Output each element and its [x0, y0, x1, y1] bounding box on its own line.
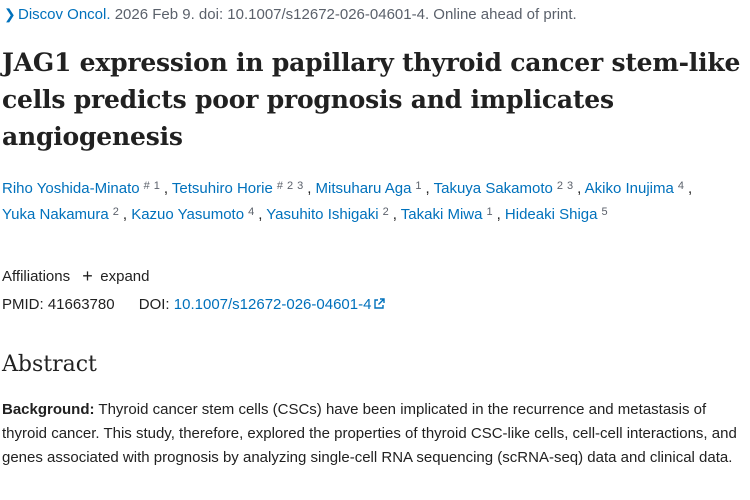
- author-affiliation-marks: 4: [248, 206, 258, 218]
- affiliation-number-link[interactable]: 2: [556, 180, 563, 192]
- abstract-background-paragraph: Background: Thyroid cancer stem cells (C…: [2, 398, 747, 470]
- author-name-link[interactable]: Mitsuharu Aga: [315, 180, 412, 197]
- author-name-link[interactable]: Kazuo Yasumoto: [131, 206, 245, 223]
- author-affiliation-marks: 1: [486, 206, 496, 218]
- affiliation-number-link[interactable]: 5: [601, 206, 608, 218]
- equal-contribution-mark: #: [276, 180, 283, 192]
- doi-link[interactable]: 10.1007/s12672-026-04601-4: [174, 296, 386, 313]
- affiliation-number-link[interactable]: 2: [286, 180, 294, 192]
- author-item: Takuya Sakamoto 2 3,: [434, 180, 582, 197]
- author-name-link[interactable]: Riho Yoshida-Minato: [2, 180, 140, 197]
- background-text: Thyroid cancer stem cells (CSCs) have be…: [2, 401, 737, 466]
- doi-value: 10.1007/s12672-026-04601-4: [173, 296, 372, 313]
- affiliations-label: Affiliations: [2, 268, 71, 285]
- author-item: Tetsuhiro Horie #2 3,: [172, 180, 311, 197]
- author-item: Hideaki Shiga 5: [505, 206, 612, 223]
- author-name-link[interactable]: Yasuhito Ishigaki: [266, 206, 379, 223]
- author-affiliation-marks: #1: [144, 180, 164, 192]
- author-name-link[interactable]: Yuka Nakamura: [2, 206, 109, 223]
- author-item: Kazuo Yasumoto 4,: [131, 206, 262, 223]
- author-item: Mitsuharu Aga 1,: [316, 180, 430, 197]
- author-separator: ,: [258, 206, 263, 223]
- author-affiliation-marks: 2: [113, 206, 123, 218]
- doi-label: DOI:: [138, 296, 170, 313]
- author-separator: ,: [307, 180, 312, 197]
- article-title: JAG1 expression in papillary thyroid can…: [2, 48, 741, 151]
- background-label: Background:: [2, 401, 95, 418]
- affiliation-number-link[interactable]: 4: [248, 206, 255, 218]
- author-name-link[interactable]: Akiko Inujima: [584, 180, 674, 197]
- article-identifiers: PMID: 41663780 DOI: 10.1007/s12672-026-0…: [2, 295, 386, 315]
- affiliation-number-link[interactable]: 2: [382, 206, 389, 218]
- author-affiliation-marks: 1: [415, 180, 425, 192]
- author-name-link[interactable]: Hideaki Shiga: [504, 206, 598, 223]
- citation-text: 2026 Feb 9. doi: 10.1007/s12672-026-0460…: [110, 6, 577, 23]
- author-separator: ,: [392, 206, 397, 223]
- author-name-link[interactable]: Takaki Miwa: [400, 206, 483, 223]
- author-separator: ,: [425, 180, 430, 197]
- author-name-link[interactable]: Tetsuhiro Horie: [171, 180, 273, 197]
- affiliations-toggle-row: Affiliations + expand: [2, 267, 149, 287]
- affiliation-number-link[interactable]: 1: [486, 206, 493, 218]
- journal-citation-line: ❯ Discov Oncol. 2026 Feb 9. doi: 10.1007/…: [4, 4, 577, 25]
- pmid-value: 41663780: [47, 296, 115, 313]
- author-item: Akiko Inujima 4,: [585, 180, 693, 197]
- author-separator: ,: [122, 206, 128, 223]
- affiliation-number-link[interactable]: 2: [112, 206, 119, 218]
- author-item: Takaki Miwa 1,: [401, 206, 501, 223]
- authors-list: Riho Yoshida-Minato #1, Tetsuhiro Horie #2…: [2, 176, 747, 228]
- equal-contribution-mark: #: [143, 180, 150, 192]
- affiliation-number-link[interactable]: 4: [677, 180, 684, 192]
- author-separator: ,: [687, 180, 693, 197]
- affiliation-number-link[interactable]: 1: [153, 180, 160, 192]
- affiliation-number-link[interactable]: 3: [297, 180, 304, 192]
- author-affiliation-marks: 4: [678, 180, 688, 192]
- author-separator: ,: [163, 180, 169, 197]
- journal-link[interactable]: Discov Oncol.: [18, 6, 111, 23]
- expand-affiliations-button[interactable]: + expand: [82, 266, 150, 286]
- author-affiliation-marks: 5: [601, 206, 611, 218]
- pmid-label: PMID:: [2, 296, 44, 313]
- author-item: Yasuhito Ishigaki 2,: [266, 206, 397, 223]
- author-name-link[interactable]: Takuya Sakamoto: [433, 180, 553, 197]
- author-separator: ,: [577, 180, 582, 197]
- author-affiliation-marks: 2: [383, 206, 393, 218]
- author-affiliation-marks: #2 3: [277, 180, 307, 192]
- author-item: Riho Yoshida-Minato #1,: [2, 180, 168, 197]
- abstract-heading: Abstract: [2, 352, 97, 377]
- author-item: Yuka Nakamura 2,: [2, 206, 127, 223]
- plus-icon: +: [82, 266, 93, 286]
- affiliation-number-link[interactable]: 3: [566, 180, 574, 192]
- external-link-icon: [374, 298, 386, 309]
- affiliation-number-link[interactable]: 1: [415, 180, 422, 192]
- chevron-right-icon[interactable]: ❯: [4, 6, 16, 22]
- expand-label: expand: [100, 268, 150, 285]
- author-separator: ,: [496, 206, 501, 223]
